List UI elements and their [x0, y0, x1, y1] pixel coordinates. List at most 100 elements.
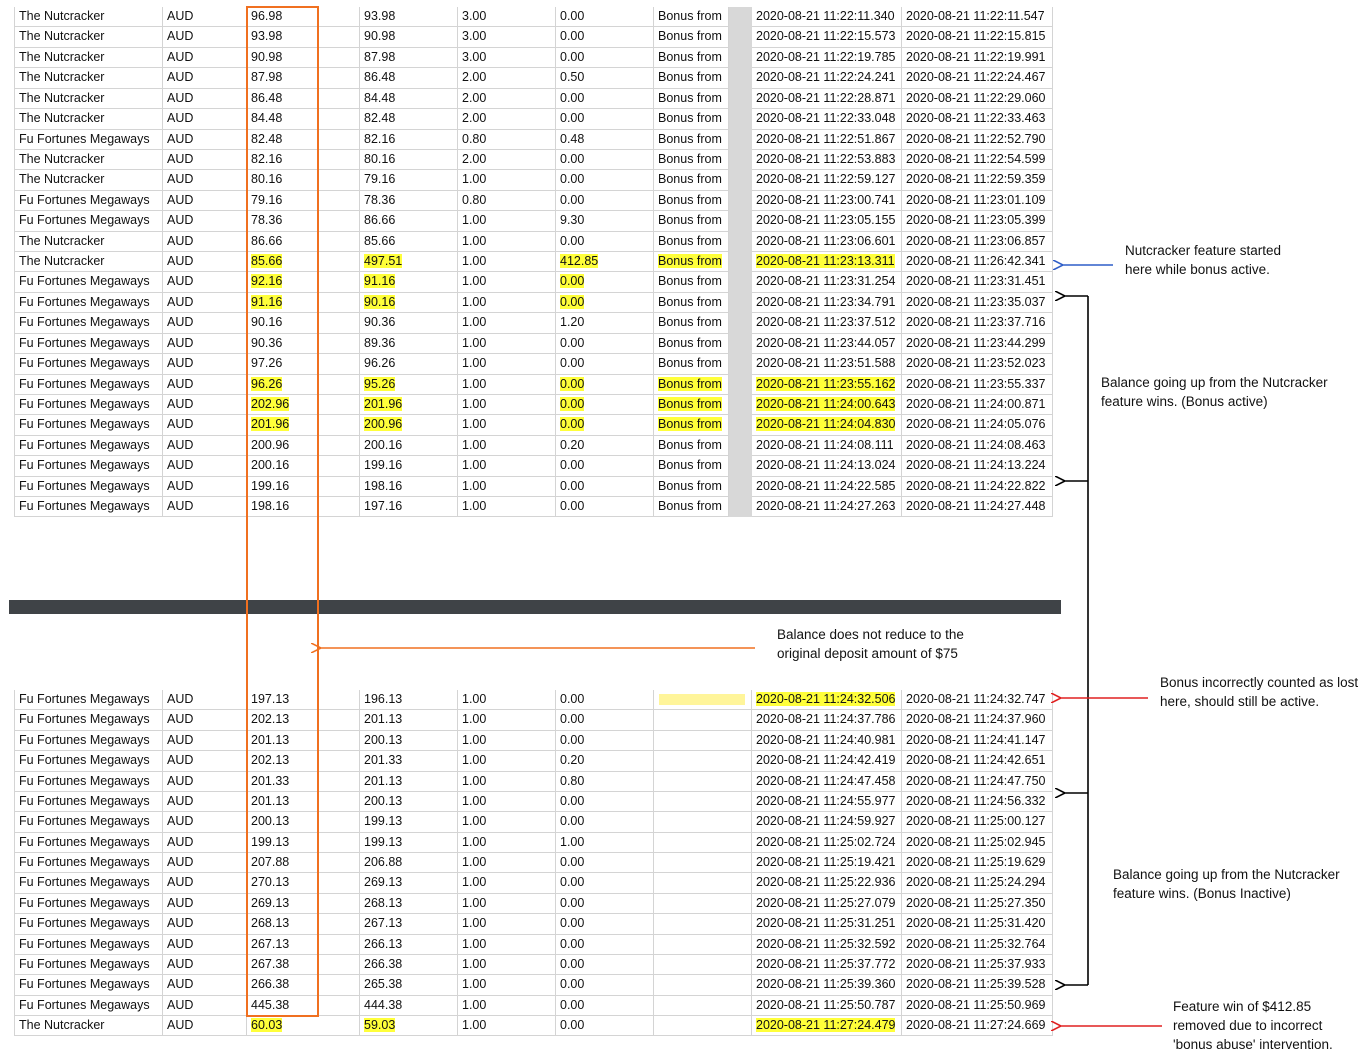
cell-text: 2020-08-21 11:24:47.750	[906, 773, 1046, 788]
cell-text: 86.48	[364, 70, 396, 85]
table-cell: Fu Fortunes Megaways	[14, 873, 163, 894]
cell-text: 1.00	[462, 233, 487, 248]
cell-text: AUD	[167, 356, 194, 371]
table-cell: 0.00	[556, 272, 654, 293]
cell-text: AUD	[167, 172, 194, 187]
cell-text: 1.00	[462, 895, 487, 910]
table-cell: 0.00	[556, 497, 654, 518]
cell-text: 1.00	[462, 814, 487, 829]
cell-text: Bonus from	[658, 376, 722, 391]
cell-text: 207.88	[251, 855, 290, 869]
table-cell	[654, 812, 752, 833]
cell-text: 2020-08-21 11:25:27.079	[756, 895, 896, 910]
table-cell: 2020-08-21 11:24:27.263	[752, 497, 902, 518]
table-cell: 0.00	[556, 27, 654, 48]
cell-text: 80.16	[364, 151, 396, 166]
cell-text: 0.00	[560, 499, 585, 514]
cell-text: 198.16	[364, 478, 403, 493]
cell-text: 201.96	[364, 396, 403, 411]
cell-text: 2020-08-21 11:24:42.651	[906, 753, 1046, 768]
table-cell	[654, 954, 752, 976]
table-cell: 198.16	[360, 476, 458, 498]
cell-text: 497.51	[364, 254, 403, 269]
cell-text: 1.00	[462, 855, 487, 869]
cell-text: Fu Fortunes Megaways	[19, 478, 150, 493]
cell-text: 197.16	[364, 499, 403, 514]
cell-text: 198.16	[251, 499, 290, 514]
table-cell: 2020-08-21 11:22:29.060	[902, 88, 1053, 110]
table-cell: 59.03	[360, 1016, 458, 1037]
cell-text: 2020-08-21 11:24:40.981	[756, 732, 896, 747]
cell-text: 2020-08-21 11:22:59.127	[756, 172, 896, 187]
table-cell: 0.00	[556, 190, 654, 212]
cell-text: AUD	[167, 111, 194, 126]
cell-text: 2.00	[462, 70, 487, 85]
cell-text: AUD	[167, 9, 194, 23]
cell-text: 3.00	[462, 29, 487, 44]
cell-text: 2020-08-21 11:27:24.479	[756, 1018, 896, 1032]
table-cell: 1.00	[458, 374, 556, 395]
table-cell: 197.13	[247, 690, 360, 711]
cell-text: 2020-08-21 11:25:39.528	[906, 977, 1046, 992]
table-cell: 2020-08-21 11:22:52.790	[902, 129, 1053, 150]
table-cell: 1.00	[458, 252, 556, 273]
table-cell: Fu Fortunes Megaways	[14, 975, 163, 996]
table-cell: 2020-08-21 11:25:32.592	[752, 934, 902, 955]
table-cell: 2020-08-21 11:24:32.506	[752, 690, 902, 711]
cell-text: Fu Fortunes Megaways	[19, 335, 150, 350]
table-cell: 1.00	[458, 456, 556, 477]
table-cell: 0.00	[556, 333, 654, 355]
cell-text: 96.26	[251, 376, 283, 391]
cell-text: 96.26	[364, 356, 396, 371]
table-cell: Fu Fortunes Megaways	[14, 292, 163, 314]
table-cell: 202.13	[247, 710, 360, 731]
cell-text: 201.96	[251, 417, 290, 432]
cell-text: 2020-08-21 11:22:53.883	[756, 151, 896, 166]
table-cell: 2020-08-21 11:24:59.927	[752, 812, 902, 833]
cell-text: 2020-08-21 11:24:47.458	[756, 773, 896, 788]
table-cell	[654, 853, 752, 874]
cell-text: AUD	[167, 376, 194, 391]
cell-text: 267.13	[364, 916, 403, 931]
table-cell: 2020-08-21 11:25:19.421	[752, 853, 902, 874]
table-cell: 89.36	[360, 333, 458, 355]
table-cell: The Nutcracker	[14, 252, 163, 273]
table-cell: 2020-08-21 11:25:19.629	[902, 853, 1053, 874]
table-cell: 0.80	[458, 190, 556, 212]
table-cell: 1.00	[458, 914, 556, 935]
cell-text: 1.00	[462, 213, 487, 228]
table-cell: 267.13	[247, 934, 360, 955]
cell-text: AUD	[167, 834, 194, 849]
table-cell: 0.80	[556, 771, 654, 792]
table-cell: 2020-08-21 11:23:34.791	[752, 292, 902, 314]
table-cell: 0.00	[556, 690, 654, 711]
annotation: Balance going up from the Nutcracker fea…	[1101, 375, 1328, 409]
table-cell: 2020-08-21 11:24:05.076	[902, 415, 1053, 436]
table-cell: 1.00	[458, 476, 556, 498]
table-cell: 1.00	[458, 272, 556, 293]
cell-text: 270.13	[251, 875, 290, 890]
cell-text: 0.00	[560, 151, 585, 166]
cell-text: 269.13	[364, 875, 403, 890]
cell-text: Fu Fortunes Megaways	[19, 437, 150, 452]
table-cell: 0.00	[556, 873, 654, 894]
table-cell: 1.00	[458, 231, 556, 253]
cell-text: 2020-08-21 11:24:37.960	[906, 712, 1046, 727]
table-cell: 1.00	[458, 313, 556, 334]
table-cell: The Nutcracker	[14, 47, 163, 69]
table-cell: 1.00	[458, 934, 556, 955]
table-cell: 2020-08-21 11:23:52.023	[902, 354, 1053, 375]
cell-text: 1.00	[560, 834, 585, 849]
table-cell	[654, 1016, 752, 1037]
cell-text: 1.00	[462, 753, 487, 768]
table-cell: 93.98	[247, 27, 360, 48]
cell-text: 196.13	[364, 692, 403, 706]
cell-text: 1.00	[462, 458, 487, 473]
cell-text: Fu Fortunes Megaways	[19, 376, 150, 391]
cell-text: 90.98	[251, 49, 283, 64]
table-cell: 78.36	[247, 211, 360, 232]
table-cell: 0.00	[556, 231, 654, 253]
table-cell: 0.48	[556, 129, 654, 150]
cell-text: 0.00	[560, 712, 585, 727]
cell-text: 59.03	[364, 1018, 396, 1032]
